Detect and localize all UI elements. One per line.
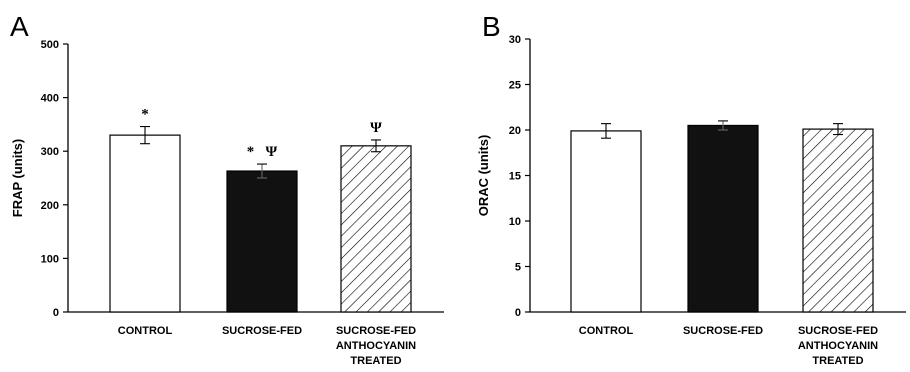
chart-panel-b: B 0 5 10 15 20 25 30 ORAC (units) CONTROL SUCROSE-… xyxy=(476,11,906,367)
x-tick-label-line: ANTHOCYANIN xyxy=(336,340,416,352)
x-tick-label-line: SUCROSE-FED xyxy=(336,325,416,337)
y-axis-label: FRAP (units) xyxy=(10,139,25,217)
y-tick-label: 400 xyxy=(41,93,59,105)
bar xyxy=(340,145,412,313)
y-tick-label: 10 xyxy=(509,216,521,228)
x-tick-label: SUCROSE-FED ANTHOCYANIN TREATED xyxy=(336,325,416,367)
x-tick-label-line: CONTROL xyxy=(579,325,634,337)
y-tick-label: 500 xyxy=(41,39,59,51)
significance-annotation: Ψ xyxy=(370,120,382,136)
significance-annotation: * xyxy=(141,107,149,123)
y-tick-label: 15 xyxy=(509,171,521,183)
y-axis-label: ORAC (units) xyxy=(476,135,491,217)
x-tick-label-line: TREATED xyxy=(812,355,863,367)
y-tick-label: 5 xyxy=(515,262,521,274)
bar xyxy=(802,128,874,313)
significance-annotation: * Ψ xyxy=(247,144,278,160)
bar xyxy=(226,170,298,313)
x-tick-label: CONTROL xyxy=(579,325,634,337)
y-tick-label: 200 xyxy=(41,200,59,212)
bar xyxy=(570,130,642,313)
bar xyxy=(687,124,759,313)
x-tick-label-line: CONTROL xyxy=(118,325,173,337)
x-tick-label-line: SUCROSE-FED xyxy=(222,325,302,337)
x-tick-label: SUCROSE-FED xyxy=(683,325,763,337)
y-tick-label: 25 xyxy=(509,80,521,92)
panel-label: B xyxy=(482,11,501,42)
x-tick-label-line: TREATED xyxy=(350,355,401,367)
y-tick-label: 0 xyxy=(515,307,521,319)
x-tick-label-line: SUCROSE-FED xyxy=(798,325,878,337)
y-tick-label: 30 xyxy=(509,34,521,46)
x-tick-label: SUCROSE-FED ANTHOCYANIN TREATED xyxy=(798,325,878,367)
y-tick-label: 100 xyxy=(41,253,59,265)
x-tick-label: CONTROL xyxy=(118,325,173,337)
bar xyxy=(109,134,181,313)
panel-label: A xyxy=(10,11,29,42)
chart-panel-a: A 0 100 200 300 400 500 FRAP (units) * CONTROL * Ψ… xyxy=(10,11,444,367)
y-tick-label: 300 xyxy=(41,146,59,158)
x-tick-label: SUCROSE-FED xyxy=(222,325,302,337)
y-tick-label: 0 xyxy=(53,307,59,319)
x-tick-label-line: SUCROSE-FED xyxy=(683,325,763,337)
x-tick-label-line: ANTHOCYANIN xyxy=(798,340,878,352)
y-tick-label: 20 xyxy=(509,125,521,137)
